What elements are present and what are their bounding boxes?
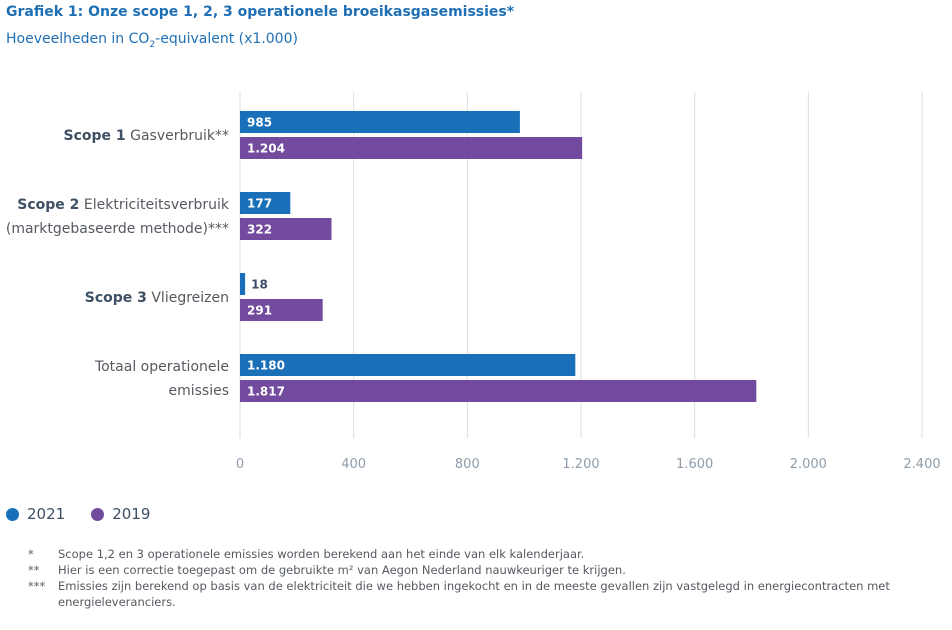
bar-2021 (240, 192, 291, 214)
category-label: Scope 1 Gasverbruik** (64, 128, 229, 144)
bar-2021 (240, 111, 520, 133)
category-label: emissies (168, 383, 229, 399)
legend-label-2019: 2019 (112, 505, 151, 523)
category-label: (marktgebaseerde methode)*** (6, 221, 229, 237)
bar-2019 (240, 299, 323, 321)
category-label: Totaal operationele (94, 359, 229, 375)
data-label-2019: 1.817 (247, 385, 285, 399)
legend-dot-2021 (6, 507, 19, 521)
data-label-2021: 18 (251, 278, 268, 292)
x-tick-label: 0 (236, 457, 244, 472)
footnote: ** Hier is een correctie toegepast om de… (28, 562, 938, 578)
x-tick-label: 2.000 (790, 457, 827, 472)
data-label-2019: 291 (247, 304, 272, 318)
x-tick-label: 1.200 (562, 457, 599, 472)
data-label-2019: 322 (247, 223, 272, 237)
subtitle-pre: Hoeveelheden in CO (6, 31, 150, 47)
footnote-mark: *** (28, 579, 46, 593)
data-label-2021: 1.180 (247, 359, 285, 373)
bar-2019 (240, 137, 583, 159)
data-label-2021: 985 (247, 116, 272, 130)
legend: 2021 2019 (6, 505, 176, 523)
footnote-mark: ** (28, 563, 40, 577)
footnote-text: Scope 1,2 en 3 operationele emissies wor… (58, 547, 585, 561)
chart-title: Grafiek 1: Onze scope 1, 2, 3 operatione… (6, 4, 515, 20)
bar-2021 (240, 273, 246, 295)
subtitle-subscript: 2 (149, 39, 156, 50)
legend-dot-2019 (91, 507, 105, 521)
category-label: Scope 2 Elektriciteitsverbruik (17, 197, 230, 213)
footnote-text: Emissies zijn berekend op basis van de e… (58, 579, 890, 609)
legend-item-2019: 2019 (91, 505, 150, 523)
data-label-2019: 1.204 (247, 142, 285, 156)
subtitle-post: -equivalent (x1.000) (155, 31, 298, 47)
legend-item-2021: 2021 (6, 505, 65, 523)
x-tick-label: 1.600 (676, 457, 713, 472)
footnote-mark: * (28, 547, 34, 561)
footnotes: * Scope 1,2 en 3 operationele emissies w… (28, 546, 938, 610)
legend-label-2021: 2021 (27, 505, 66, 523)
x-tick-label: 800 (455, 457, 480, 472)
chart-subtitle: Hoeveelheden in CO2-equivalent (x1.000) (6, 31, 298, 50)
x-tick-label: 2.400 (903, 457, 940, 472)
bar-chart: 0 400 800 1.200 1.600 2.000 2.400 985 1.204 Scope… (6, 92, 941, 472)
footnote: *** Emissies zijn berekend op basis van … (28, 578, 938, 610)
category-label: Scope 3 Vliegreizen (85, 290, 229, 306)
data-label-2021: 177 (247, 197, 272, 211)
footnote: * Scope 1,2 en 3 operationele emissies w… (28, 546, 938, 562)
bar-2019 (240, 218, 332, 240)
x-tick-label: 400 (341, 457, 366, 472)
bar-2021 (240, 354, 576, 376)
bar-2019 (240, 380, 757, 402)
footnote-text: Hier is een correctie toegepast om de ge… (58, 563, 626, 577)
